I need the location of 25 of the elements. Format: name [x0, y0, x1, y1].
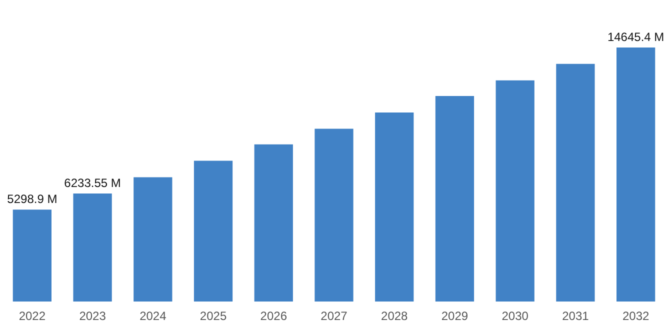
x-tick-label: 2028: [381, 309, 408, 324]
bar: [616, 48, 656, 302]
bar: [194, 160, 233, 302]
x-tick-label: 2024: [140, 309, 167, 324]
x-tick-label: 2032: [622, 309, 650, 324]
x-tick-label: 2027: [320, 309, 348, 324]
bar: [254, 144, 293, 302]
bar: [556, 64, 595, 302]
data-label: 6233.55 M: [64, 176, 121, 190]
x-tick-label: 2022: [18, 309, 46, 324]
x-tick-label: 2023: [79, 309, 106, 324]
x-tick-label: 2029: [441, 309, 468, 324]
data-label: 14645.4 M: [607, 30, 664, 44]
bar: [314, 128, 354, 302]
bar: [375, 112, 414, 302]
x-tick-label: 2030: [502, 309, 529, 324]
bar: [435, 96, 474, 302]
data-label: 5298.9 M: [7, 192, 58, 206]
x-tick-label: 2026: [260, 309, 288, 324]
bar: [134, 177, 172, 302]
x-tick-label: 2025: [200, 309, 227, 324]
bar: [12, 210, 52, 302]
x-tick-label: 2031: [562, 309, 590, 324]
bar: [73, 193, 112, 302]
bar: [496, 80, 534, 302]
